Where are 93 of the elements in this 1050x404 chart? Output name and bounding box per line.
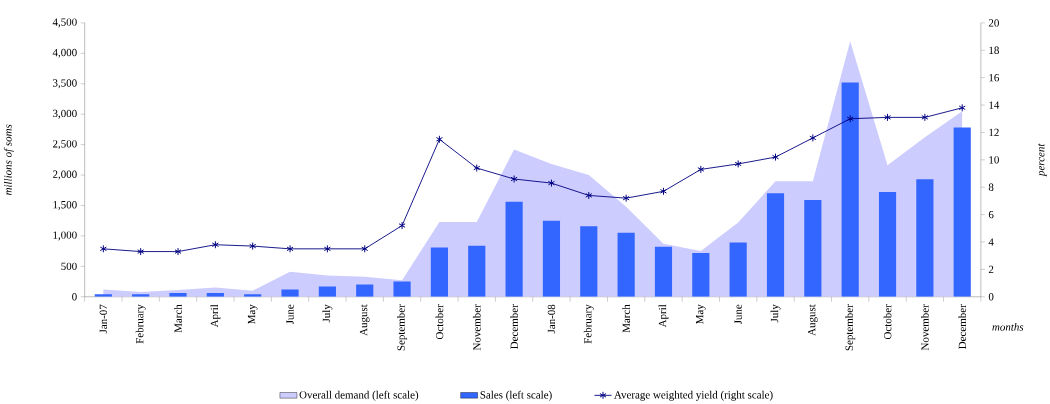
y2-tick-label: 12 (989, 128, 999, 137)
legend-label: Average weighted yield (right scale) (614, 390, 773, 401)
y-axis-title: millions of soms (3, 124, 14, 196)
y2-tick-label: 20 (988, 19, 999, 27)
x-tick-label: March (622, 304, 630, 333)
bar (468, 245, 486, 297)
point (211, 240, 219, 249)
x-tick-label: March (174, 304, 182, 333)
x-tick-label: November (921, 304, 929, 351)
y-tick-label: 4,000 (52, 48, 77, 58)
bar (430, 247, 449, 297)
y2-tick-label: 10 (989, 156, 999, 164)
bar (916, 179, 934, 297)
x-tick-label: June (286, 304, 294, 325)
bar (617, 232, 635, 297)
x-tick-label: May (696, 304, 706, 325)
y2-tick-label: 2 (988, 265, 994, 274)
x-tick-label: September (845, 304, 856, 351)
point (809, 133, 817, 142)
x-axis-title: months (992, 323, 1024, 331)
x-tick-label: August (808, 304, 818, 336)
point (697, 165, 705, 174)
y-tick-label: 1,000 (53, 231, 77, 241)
y2-tick-label: 4 (988, 238, 994, 246)
x-tick-label: November (472, 304, 481, 351)
legend-label: Overall demand (left scale) (299, 390, 419, 401)
y-tick-label: 2,500 (52, 140, 77, 150)
bar (281, 289, 299, 297)
point (585, 191, 593, 200)
y2-axis-title: percent (1038, 143, 1047, 177)
point (734, 159, 742, 168)
y-tick-label: 0 (72, 293, 77, 301)
x-tick-label: October (435, 304, 444, 340)
bar (841, 82, 859, 297)
y-tick-label: 3,000 (53, 109, 77, 119)
bar (804, 200, 822, 297)
point (622, 194, 630, 203)
x-tick-label: September (397, 304, 408, 351)
x-tick-label: December (958, 304, 967, 349)
y-tick-label: 2,000 (52, 170, 77, 180)
x-tick-label: October (883, 304, 892, 340)
y2-tick-label: 6 (988, 210, 994, 219)
point (137, 247, 145, 256)
y2-tick-label: 16 (989, 74, 1000, 82)
point (473, 164, 481, 173)
bar (766, 193, 785, 297)
x-tick-label: July (322, 304, 333, 323)
bar (654, 246, 673, 297)
y-tick-label: 4,500 (52, 18, 77, 28)
point (249, 242, 257, 251)
y2-tick-label: 14 (989, 101, 1000, 109)
x-tick-label: May (247, 304, 258, 325)
point (846, 114, 854, 123)
point (99, 244, 107, 253)
y2-tick-label: 18 (989, 46, 999, 55)
point (921, 113, 929, 122)
point (771, 153, 780, 162)
y-tick-label: 1,500 (53, 201, 77, 210)
point (323, 244, 331, 253)
x-tick-label: August (359, 304, 370, 336)
bar (729, 242, 747, 297)
x-tick-label: December (510, 304, 518, 349)
point (174, 247, 182, 256)
y-tick-label: 500 (61, 262, 77, 271)
point (659, 187, 667, 196)
bar (393, 281, 411, 297)
y-tick-label: 3,500 (53, 79, 77, 89)
bar (953, 127, 971, 297)
x-tick-label: Jan-08 (547, 304, 556, 334)
x-tick-label: June (734, 304, 742, 325)
point (286, 244, 294, 253)
legend-label: Sales (left scale) (480, 390, 552, 401)
x-tick-label: February (583, 304, 594, 344)
y2-tick-label: 8 (988, 183, 994, 191)
bar (580, 226, 598, 297)
bar (542, 220, 561, 297)
point (510, 175, 518, 184)
bar (505, 201, 523, 297)
bar (878, 192, 897, 297)
x-tick-label: February (135, 304, 146, 344)
x-tick-label: Jan-07 (99, 304, 108, 334)
point (435, 135, 443, 144)
point (361, 244, 369, 253)
point (958, 103, 966, 112)
bar (318, 286, 336, 297)
point (547, 179, 555, 188)
y2-tick-label: 0 (988, 293, 994, 301)
x-tick-label: July (770, 304, 781, 323)
point (398, 221, 406, 230)
bar (692, 252, 710, 297)
x-tick-label: April (658, 304, 669, 328)
point (884, 113, 892, 122)
x-tick-label: April (210, 304, 221, 328)
